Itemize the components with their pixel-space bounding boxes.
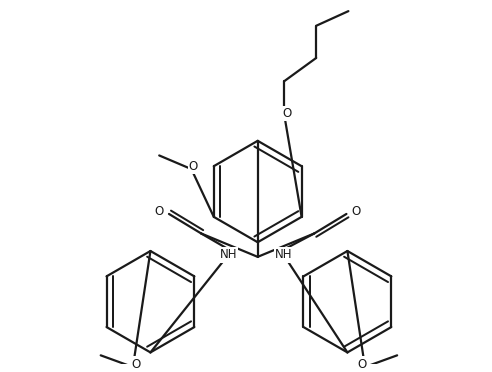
Text: O: O xyxy=(352,205,361,218)
Text: NH: NH xyxy=(276,248,293,262)
Text: O: O xyxy=(282,107,292,120)
Text: O: O xyxy=(357,357,367,371)
Text: O: O xyxy=(131,357,140,371)
Text: O: O xyxy=(154,205,164,218)
Text: NH: NH xyxy=(220,248,237,262)
Text: O: O xyxy=(189,160,198,173)
